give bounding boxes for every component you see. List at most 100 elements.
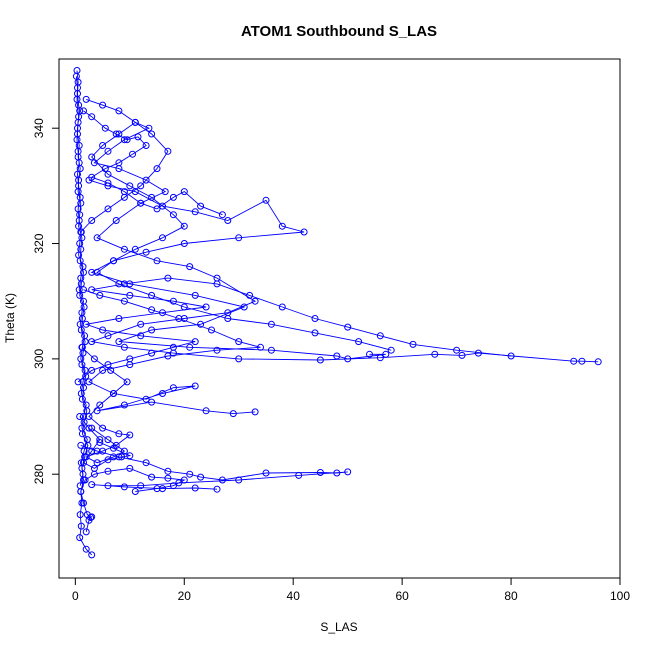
- data-point: [235, 234, 243, 242]
- data-point: [164, 352, 172, 360]
- data-point: [300, 228, 308, 236]
- data-point: [240, 303, 248, 311]
- data-point: [316, 356, 324, 364]
- data-point: [164, 474, 172, 482]
- data-point: [77, 355, 85, 363]
- data-point: [74, 84, 81, 92]
- data-point: [115, 159, 123, 167]
- data-point: [148, 398, 156, 406]
- data-point: [76, 240, 84, 247]
- data-point: [142, 176, 150, 184]
- data-point: [387, 346, 395, 354]
- data-point: [77, 228, 85, 236]
- data-point: [159, 234, 166, 242]
- data-point: [262, 469, 270, 477]
- data-point: [246, 291, 254, 299]
- data-point: [137, 320, 145, 328]
- data-point: [79, 263, 87, 271]
- data-point: [90, 464, 98, 472]
- data-point: [99, 424, 107, 432]
- data-point: [78, 424, 86, 432]
- data-point: [197, 202, 205, 210]
- data-point: [148, 349, 156, 357]
- data-point: [104, 179, 112, 187]
- x-axis-label: S_LAS: [320, 620, 357, 634]
- data-point: [148, 130, 156, 138]
- data-point: [73, 136, 81, 144]
- data-point: [180, 222, 188, 230]
- data-point: [93, 234, 101, 242]
- data-point: [115, 130, 123, 138]
- data-point: [376, 354, 384, 362]
- data-point: [104, 436, 112, 444]
- data-point: [137, 332, 145, 340]
- data-point: [76, 511, 84, 519]
- y-axis-label: Theta (K): [3, 293, 17, 343]
- data-point: [82, 528, 90, 536]
- data-point: [93, 407, 101, 415]
- data-point: [104, 147, 112, 155]
- data-point: [570, 357, 578, 365]
- data-point: [355, 338, 363, 346]
- data-point: [85, 413, 93, 420]
- data-point: [104, 467, 112, 475]
- data-point: [126, 280, 134, 288]
- data-point: [123, 378, 131, 386]
- data-point: [74, 170, 81, 178]
- data-point: [180, 303, 188, 311]
- data-point: [229, 410, 237, 418]
- data-point: [75, 113, 83, 121]
- data-point: [311, 329, 319, 337]
- data-point: [82, 545, 90, 553]
- data-point: [76, 193, 84, 201]
- data-point: [88, 286, 96, 294]
- data-point: [197, 473, 205, 481]
- data-point: [137, 482, 145, 490]
- data-point: [99, 142, 107, 149]
- data-point: [78, 309, 86, 317]
- data-point: [213, 346, 221, 354]
- series-line: [83, 289, 261, 415]
- data-point: [82, 453, 90, 461]
- data-point: [134, 133, 142, 141]
- series-line: [86, 98, 599, 363]
- data-point: [137, 182, 145, 190]
- data-point: [257, 343, 264, 351]
- data-point: [115, 280, 123, 288]
- data-point: [262, 196, 270, 204]
- series-points: [72, 67, 602, 559]
- data-point: [110, 453, 117, 461]
- data-point: [453, 346, 461, 354]
- data-point: [80, 107, 87, 115]
- data-point: [169, 211, 177, 219]
- data-point: [72, 72, 80, 80]
- data-point: [81, 366, 89, 374]
- data-point: [333, 469, 341, 477]
- y-tick-label: 320: [32, 233, 46, 253]
- chart-title: ATOM1 Southbound S_LAS: [241, 23, 437, 40]
- data-point: [80, 286, 87, 294]
- data-point: [344, 323, 352, 331]
- data-point: [78, 343, 86, 351]
- data-point: [112, 130, 120, 138]
- data-point: [77, 522, 85, 530]
- data-point: [164, 274, 172, 282]
- data-point: [148, 473, 156, 481]
- data-point: [76, 413, 84, 420]
- data-point: [164, 147, 172, 155]
- data-point: [99, 326, 107, 334]
- x-tick-label: 40: [287, 589, 301, 603]
- data-point: [101, 124, 109, 132]
- data-point: [148, 291, 156, 299]
- data-point: [191, 208, 199, 216]
- data-point: [75, 286, 83, 294]
- data-point: [159, 390, 166, 397]
- data-point: [75, 217, 83, 224]
- data-point: [120, 188, 128, 196]
- data-point: [153, 257, 161, 265]
- data-point: [120, 343, 128, 351]
- x-tick-label: 60: [395, 589, 409, 603]
- data-point: [278, 222, 286, 230]
- x-tick-label: 80: [504, 589, 518, 603]
- data-point: [104, 205, 112, 213]
